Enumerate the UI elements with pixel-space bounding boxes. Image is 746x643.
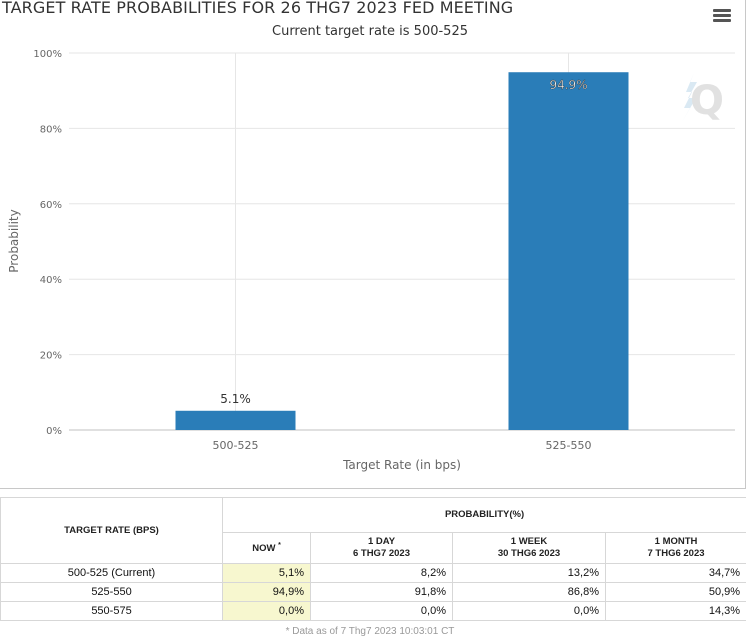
data-label: 94.9% <box>549 78 587 92</box>
rate-cell: 500-525 (Current) <box>0 563 223 583</box>
chart-subtitle: Current target rate is 500-525 <box>272 24 468 39</box>
y-tick-label: 60% <box>40 200 62 211</box>
data-label: 5.1% <box>220 392 251 406</box>
y-tick-labels: 0% 20% 40% 60% 80% 100% <box>33 49 62 437</box>
x-tick-label: 500-525 <box>213 439 259 452</box>
value-cell: 0,0% <box>310 601 453 621</box>
value-cell: 0,0% <box>452 601 606 621</box>
rate-cell: 550-575 <box>0 601 223 621</box>
y-axis-label: Probability <box>7 209 21 272</box>
grid-lines <box>69 52 735 431</box>
y-tick-label: 100% <box>33 49 62 60</box>
probability-header: PROBABILITY(%) <box>221 497 746 533</box>
bar[interactable] <box>175 410 296 430</box>
table-row: 550-575 0,0% 0,0% 0,0% 14,3% <box>0 601 746 621</box>
target-rate-header: TARGET RATE (BPS) <box>0 497 223 564</box>
value-cell: 13,2% <box>452 563 606 583</box>
svg-text:Q: Q <box>690 78 724 124</box>
value-cell-now: 0,0% <box>222 601 311 621</box>
value-cell-now: 5,1% <box>222 563 311 583</box>
y-tick-label: 0% <box>46 426 62 437</box>
column-header-1-week: 1 WEEK 30 THG6 2023 <box>452 532 606 564</box>
value-cell: 8,2% <box>310 563 453 583</box>
table-row: 500-525 (Current) 5,1% 8,2% 13,2% 34,7% <box>0 563 746 583</box>
bars: 5.1% 94.9% <box>175 72 629 431</box>
data-timestamp-footnote: * Data as of 7 Thg7 2023 10:03:01 CT <box>285 626 455 637</box>
chart-title: TARGET RATE PROBABILITIES FOR 26 THG7 20… <box>2 0 514 17</box>
column-header-1-day: 1 DAY 6 THG7 2023 <box>310 532 453 564</box>
x-axis-label: Target Rate (in bps) <box>342 458 461 472</box>
x-tick-labels: 500-525 525-550 <box>213 439 592 452</box>
bar[interactable] <box>508 72 629 431</box>
y-tick-label: 20% <box>40 351 62 362</box>
probability-table: TARGET RATE (BPS) PROBABILITY(%) NOW * 1… <box>0 497 746 621</box>
value-cell: 86,8% <box>452 582 606 602</box>
column-header-1-month: 1 MONTH 7 THG6 2023 <box>604 532 746 564</box>
value-cell: 91,8% <box>310 582 453 602</box>
bar-chart: 0% 20% 40% 60% 80% 100% 5.1% 94.9% 500-525 525-… <box>7 49 735 472</box>
value-cell: 50,9% <box>604 582 746 602</box>
rate-cell: 525-550 <box>0 582 223 602</box>
chart-panel: TARGET RATE PROBABILITIES FOR 26 THG7 20… <box>0 0 746 489</box>
hamburger-menu-icon[interactable] <box>713 9 731 23</box>
value-cell: 34,7% <box>604 563 746 583</box>
q-logo-icon: Q <box>682 73 724 124</box>
probability-table-wrap: TARGET RATE (BPS) PROBABILITY(%) NOW * 1… <box>0 497 746 621</box>
y-tick-label: 40% <box>40 275 62 286</box>
y-tick-label: 80% <box>40 124 62 135</box>
x-tick-label: 525-550 <box>546 439 592 452</box>
table-row: 525-550 94,9% 91,8% 86,8% 50,9% <box>0 582 746 602</box>
value-cell: 14,3% <box>604 601 746 621</box>
column-header-now: NOW * <box>222 532 311 564</box>
value-cell-now: 94,9% <box>222 582 311 602</box>
